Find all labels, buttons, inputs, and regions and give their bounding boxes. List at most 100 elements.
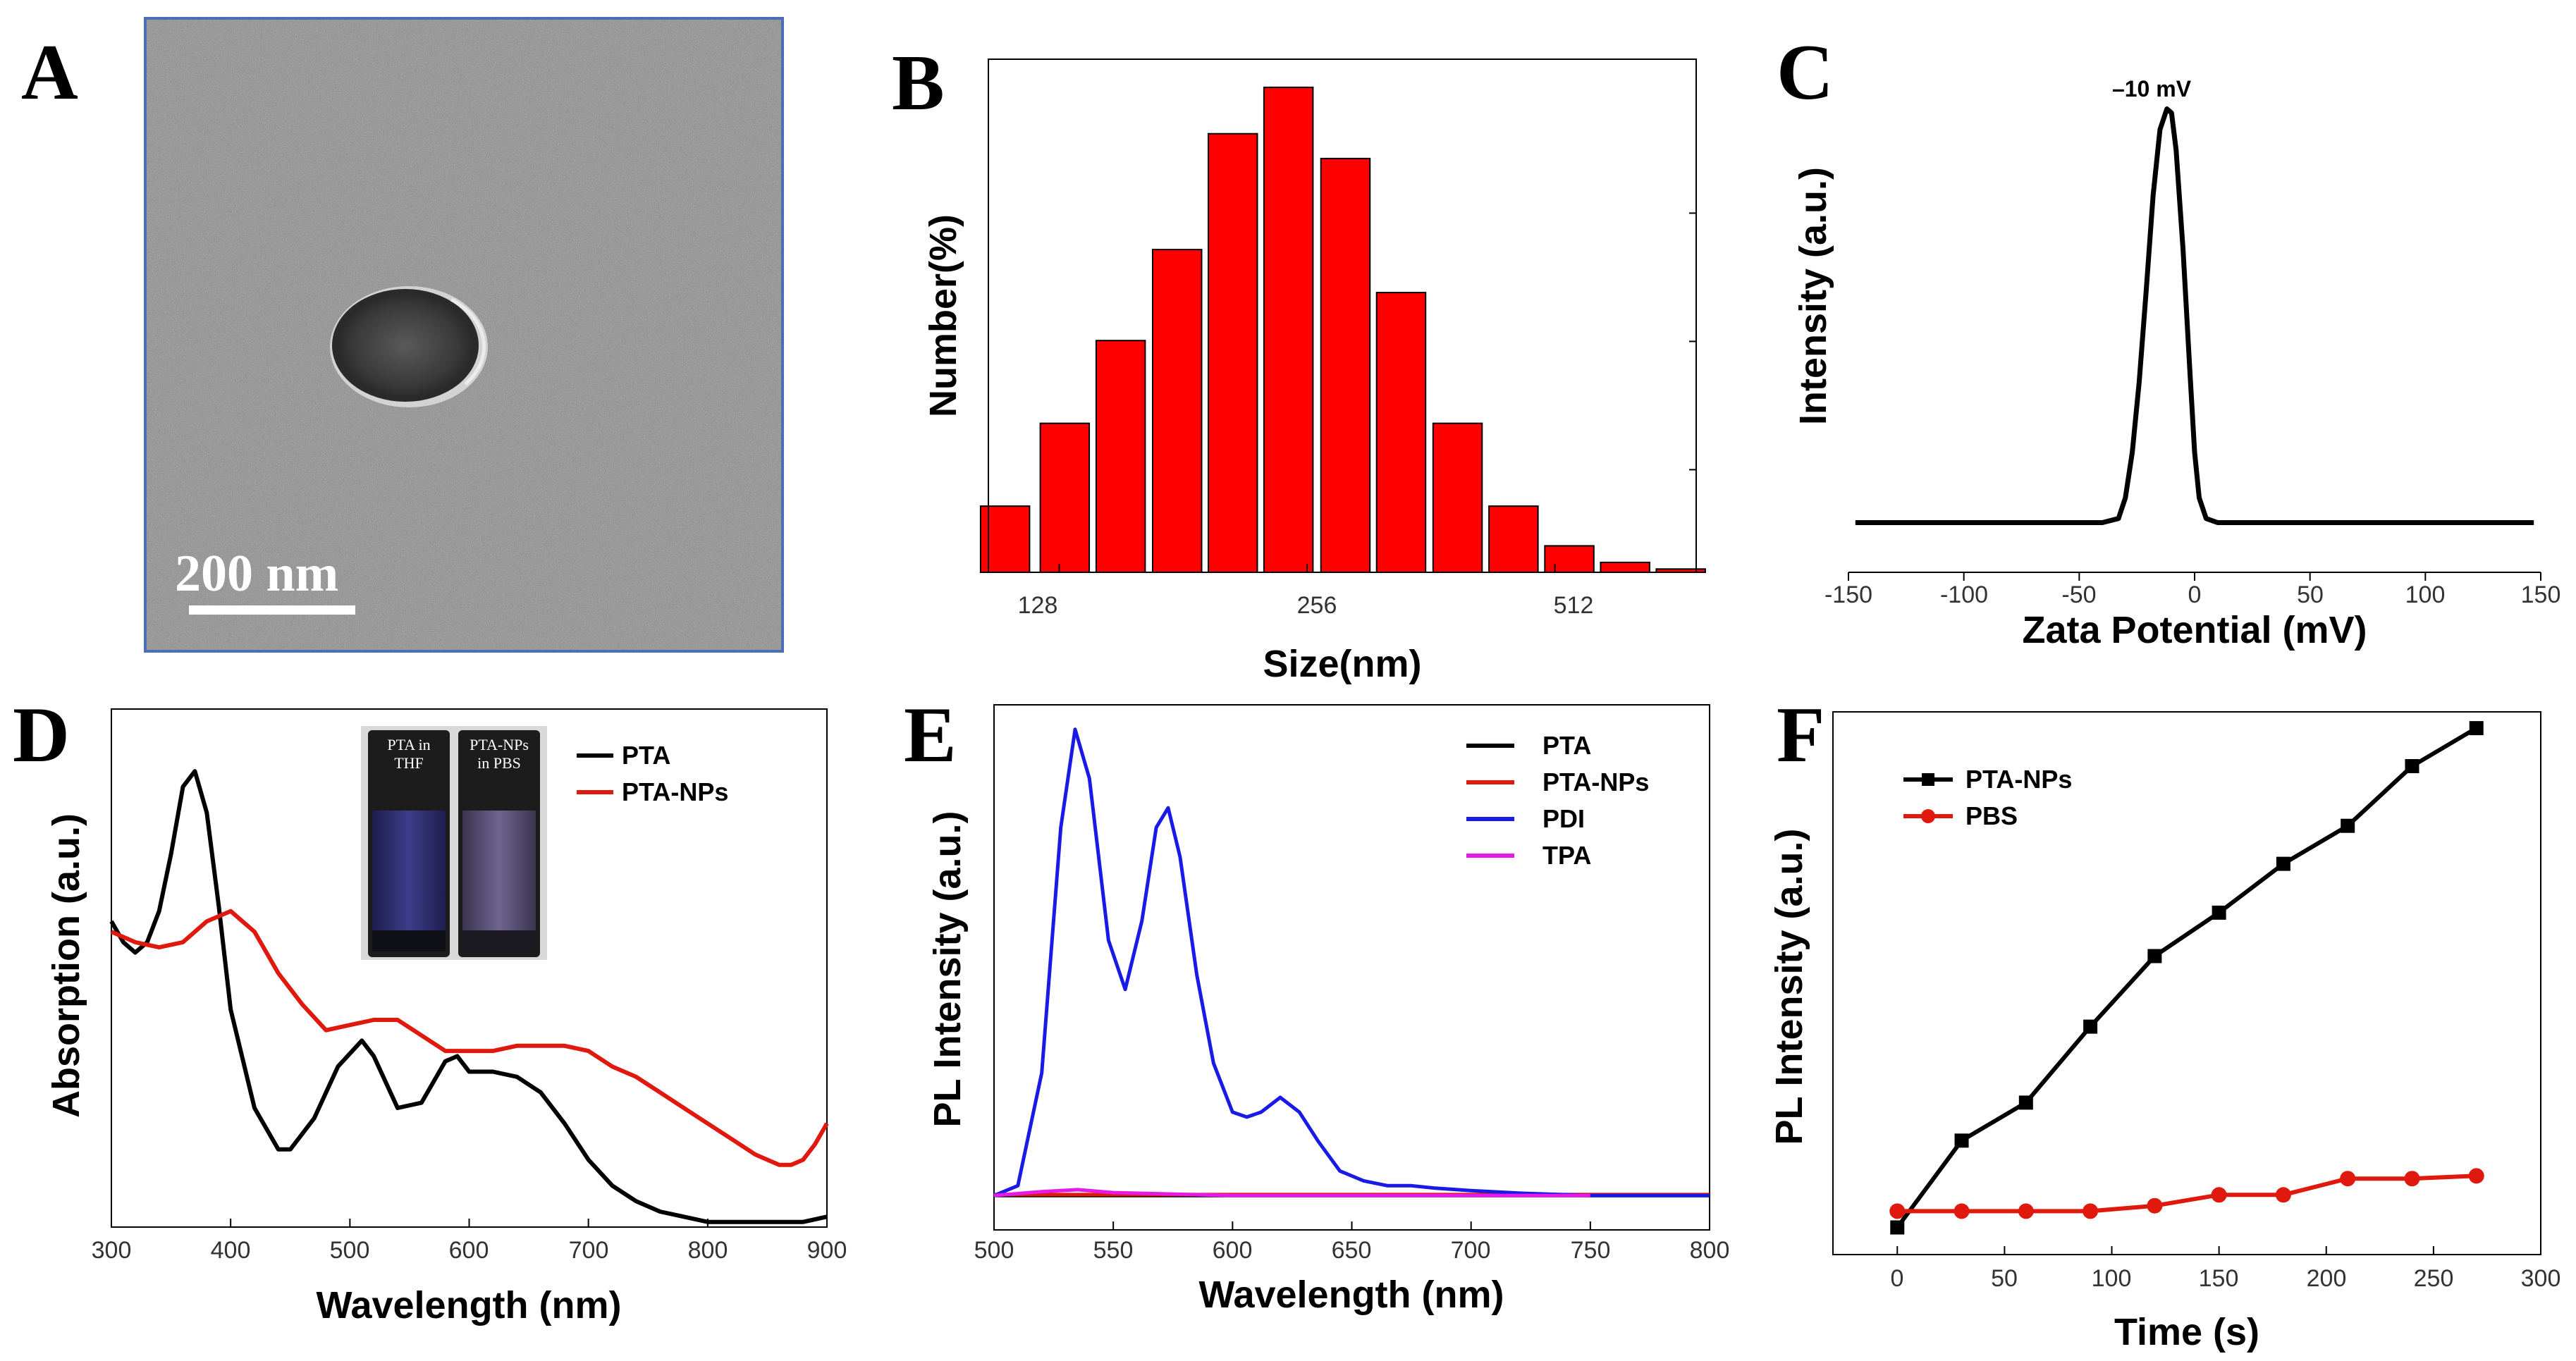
series-line-pta: [109, 769, 828, 1224]
x-tick-label: -150: [1824, 581, 1872, 608]
x-tick-label: 300: [92, 1237, 132, 1264]
zeta-plot-area: [1848, 106, 2541, 581]
legend-e: PTA PTA-NPs PDI TPA: [1466, 731, 1649, 870]
x-tick-label-128: 128: [1018, 592, 1058, 619]
x-tick-label: -50: [2061, 581, 2096, 608]
histogram-bar: [1263, 86, 1314, 573]
x-tick-label: 800: [688, 1237, 728, 1264]
data-point-pta-nps: [2405, 759, 2419, 773]
panel-f: F PTA-NPs PBS 0 50 100 150 200 250 300 T…: [1768, 691, 2560, 1353]
vial-label-right-line2: in PBS: [477, 754, 521, 772]
panel-letter-d: D: [13, 691, 70, 779]
legend-label-pdi: PDI: [1542, 804, 1585, 833]
panel-letter-a: A: [21, 29, 78, 116]
x-axis-label-c: Zata Potential (mV): [2022, 609, 2367, 651]
y-axis-label-b: Number(%): [922, 214, 964, 417]
data-point-pbs: [2147, 1197, 2163, 1214]
panel-a: A 200 nm: [21, 17, 784, 653]
vial-label-left-line2: THF: [394, 754, 424, 772]
histogram-bar: [1039, 422, 1091, 573]
y-axis-label-e: PL Intensity (a.u.): [926, 811, 969, 1127]
histogram-bar: [1095, 340, 1146, 573]
x-tick-label: 550: [1093, 1237, 1134, 1264]
y-axis-label-c: Intensity (a.u.): [1792, 167, 1834, 425]
x-tick-label-256: 256: [1297, 592, 1337, 619]
x-tick-label: 200: [2307, 1265, 2347, 1292]
x-tick-label: 600: [449, 1237, 489, 1264]
series-line-pbs: [1897, 1174, 2477, 1214]
panel-letter-c: C: [1777, 29, 1834, 116]
data-point-pbs: [2340, 1171, 2356, 1187]
data-point-pta-nps: [1890, 1220, 1905, 1235]
x-tick-label: 800: [1690, 1237, 1730, 1264]
x-tick-label: 900: [807, 1237, 847, 1264]
legend-marker-circle: [1921, 809, 1935, 823]
pl-spectra-plot-area: [993, 727, 1710, 1230]
data-point-pta-nps: [2341, 818, 2355, 833]
legend-d: PTA PTA-NPs: [577, 741, 728, 806]
x-tick-label: 700: [1451, 1237, 1491, 1264]
data-point-pbs: [2018, 1203, 2034, 1219]
x-axis-label-f: Time (s): [2114, 1311, 2259, 1353]
legend-label-pta-nps: PTA-NPs: [1965, 765, 2072, 794]
series-line-zeta-potential: [1855, 106, 2534, 525]
histogram-bar: [1320, 157, 1371, 573]
data-point-pbs: [1954, 1203, 1970, 1219]
data-point-pbs: [1889, 1203, 1906, 1219]
data-point-pta-nps: [2083, 1019, 2098, 1034]
legend-label-tpa: TPA: [1542, 841, 1591, 870]
data-point-pbs: [2211, 1187, 2227, 1203]
x-tick-label: 0: [1891, 1265, 1904, 1292]
legend-label-pbs: PBS: [1965, 801, 2018, 830]
series-line-pta-nps: [110, 909, 829, 1167]
plot-frame-b: [988, 58, 1697, 573]
panel-c: C –10 mV -150 -100 -50 0 50 100 150 Zata…: [1777, 29, 2560, 651]
x-axis-label-b: Size(nm): [1263, 643, 1421, 685]
x-tick-label-512: 512: [1554, 592, 1594, 619]
plot-frame-f: [1832, 711, 2541, 1255]
x-tick-label: 300: [2521, 1265, 2561, 1292]
x-tick-label: 700: [569, 1237, 609, 1264]
absorption-plot-area: [109, 769, 829, 1227]
x-axis-label-d: Wavelength (nm): [316, 1284, 621, 1326]
tem-image-frame: [144, 17, 784, 653]
histogram-bar: [1375, 292, 1427, 573]
x-tick-label: 500: [974, 1237, 1014, 1264]
pl-time-plot-area: [1889, 721, 2541, 1255]
series-line-pdi: [993, 727, 1710, 1197]
data-point-pbs: [2404, 1171, 2420, 1187]
data-point-pbs: [2083, 1203, 2099, 1219]
x-tick-label: 100: [2092, 1265, 2132, 1292]
histogram-bar: [1488, 505, 1539, 573]
x-tick-label: 0: [2188, 581, 2202, 608]
legend-f: PTA-NPs PBS: [1903, 765, 2072, 830]
histogram-bar: [1208, 133, 1258, 573]
scale-bar: [189, 605, 355, 615]
histogram-bar: [1544, 545, 1595, 574]
x-axis-label-e: Wavelength (nm): [1198, 1274, 1504, 1316]
series-line-pta-nps: [1895, 726, 2478, 1229]
histogram-bar: [1152, 249, 1203, 573]
x-tick-label: 50: [2297, 581, 2324, 608]
data-point-pta-nps: [2469, 721, 2484, 736]
x-tick-label: 100: [2405, 581, 2446, 608]
vial-label-left-line1: PTA in: [387, 736, 430, 753]
data-point-pta-nps: [2212, 905, 2226, 920]
histogram-bar: [1432, 422, 1483, 573]
vial-inset-photo: PTA in THF PTA-NPs in PBS: [361, 726, 547, 960]
scale-bar-label: 200 nm: [175, 545, 338, 603]
panel-d: D PTA in THF PTA-NPs in PBS PTA PTA-NPs …: [13, 691, 847, 1326]
histogram-bar: [1600, 561, 1650, 574]
panel-letter-b: B: [892, 39, 945, 127]
panel-e: E PTA PTA-NPs PDI TPA 500 550 600 650 70…: [904, 691, 1729, 1316]
legend-marker-square: [1922, 773, 1934, 786]
vial-label-right-line1: PTA-NPs: [470, 736, 529, 753]
x-tick-label: 600: [1213, 1237, 1253, 1264]
x-tick-label: 150: [2199, 1265, 2239, 1292]
x-tick-label: 500: [330, 1237, 370, 1264]
data-point-pta-nps: [1954, 1133, 1969, 1148]
legend-label-pta-nps: PTA-NPs: [1542, 768, 1649, 796]
x-tick-label: 650: [1332, 1237, 1372, 1264]
legend-label-pta: PTA: [622, 741, 670, 770]
x-tick-label: 250: [2414, 1265, 2454, 1292]
